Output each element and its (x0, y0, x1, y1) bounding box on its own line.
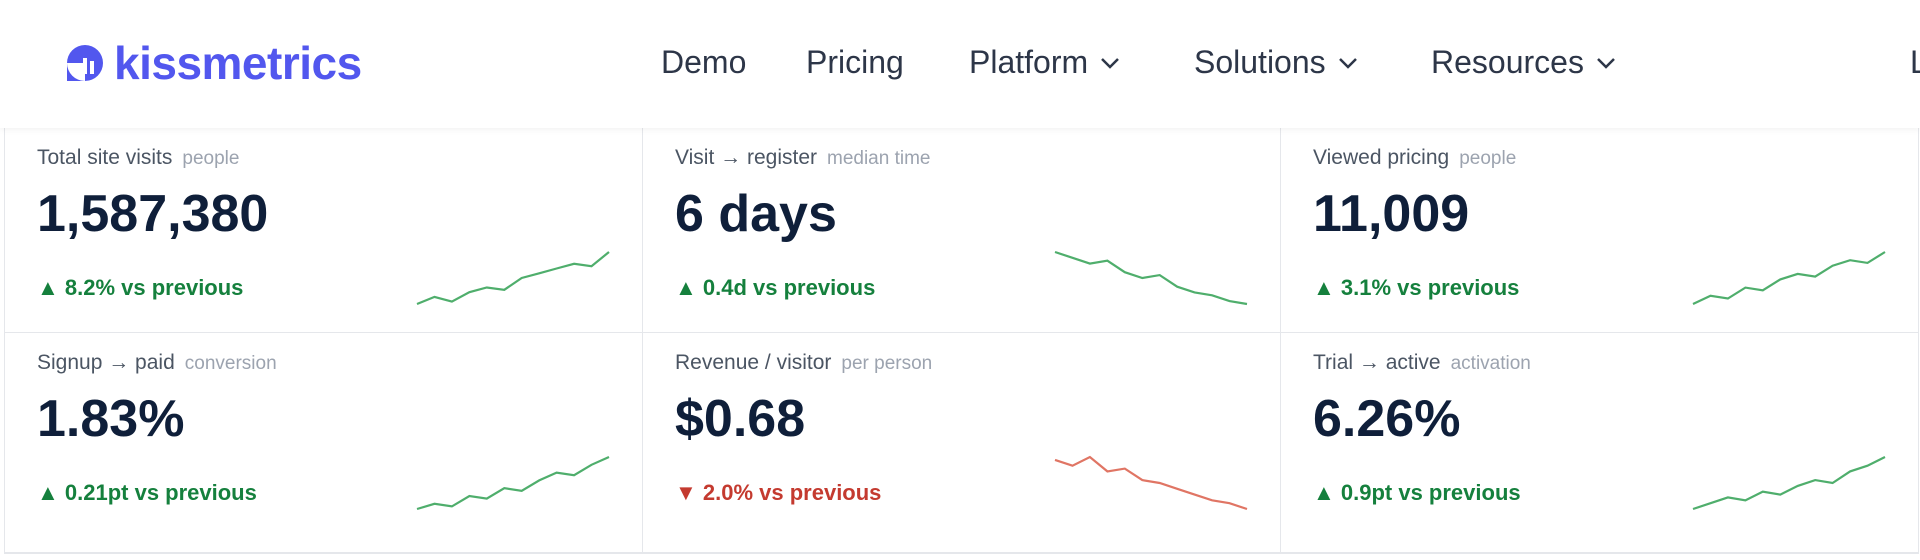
metric-delta: ▼ 2.0% vs previous (675, 480, 882, 505)
brand-icon (67, 45, 103, 81)
metric-label-text: Trial → active (1313, 351, 1441, 374)
metric-label: Revenue / visitor per person (675, 351, 932, 375)
nav-link[interactable]: Demo (661, 44, 746, 81)
metrics-grid: Total site visits people 1,587,380 ▲ 8.2% v… (4, 128, 1919, 554)
metric-sublabel: activation (1450, 353, 1531, 374)
metric-label: Viewed pricing people (1313, 146, 1516, 170)
metric-card: Total site visits people 1,587,380 ▲ 8.2% v… (5, 128, 643, 333)
nav-link-text: Solutions (1194, 44, 1326, 80)
metric-label: Signup → paid conversion (37, 351, 277, 375)
nav-link[interactable]: L (1910, 44, 1920, 80)
sparkline (1692, 456, 1886, 511)
brand-name: kissmetrics (114, 37, 362, 89)
sparkline-line (416, 251, 610, 306)
metric-sublabel: conversion (184, 353, 277, 374)
sparkline (1054, 250, 1248, 306)
metric-value: 6 days (675, 185, 837, 243)
metric-label-text: Revenue / visitor (675, 351, 832, 374)
nav-link[interactable]: Platform (969, 44, 1120, 81)
sparkline-line (1054, 250, 1248, 306)
metric-sublabel: people (1459, 148, 1517, 169)
metric-sublabel: median time (827, 148, 931, 169)
metric-label: Total site visits people (37, 146, 239, 170)
metric-label-text: Signup → paid (37, 351, 175, 374)
metric-label-text: Visit → register (675, 146, 817, 169)
nav-link[interactable]: Pricing (806, 44, 904, 81)
metric-card: Viewed pricing people 11,009 ▲ 3.1% vs prev… (1281, 128, 1919, 333)
sparkline-line (1692, 456, 1886, 511)
metric-delta: ▲ 3.1% vs previous (1313, 275, 1520, 300)
navbar: kissmetrics Demo Pricing Platform Solutions… (0, 0, 1920, 128)
metric-label-text: Total site visits (37, 146, 173, 169)
metric-label-text: Viewed pricing (1313, 146, 1450, 169)
metric-sublabel: per person (841, 353, 933, 374)
metric-value: 11,009 (1313, 185, 1470, 243)
metric-card: Signup → paid conversion 1.83% ▲ 0.21pt vs … (5, 333, 643, 553)
metric-card: Trial → active activation 6.26% ▲ 0.9pt vs … (1281, 333, 1919, 553)
nav-link-text: Resources (1431, 44, 1584, 80)
nav-link-text: Demo (661, 44, 747, 80)
metric-card: Revenue / visitor per person $0.68 ▼ 2.0% v… (643, 333, 1281, 553)
metric-value: 1.83% (37, 390, 185, 448)
metric-value: 1,587,380 (37, 185, 269, 243)
chevron-path (1597, 57, 1615, 69)
sparkline (416, 251, 610, 306)
metric-delta: ▲ 0.4d vs previous (675, 275, 876, 300)
sparkline (416, 455, 610, 511)
metric-label: Trial → active activation (1313, 351, 1531, 375)
metric-delta: ▲ 0.9pt vs previous (1313, 480, 1521, 505)
metric-delta: ▲ 0.21pt vs previous (37, 480, 257, 505)
sparkline-line (1054, 455, 1248, 511)
nav-link-text: Platform (969, 44, 1089, 80)
metric-label: Visit → register median time (675, 146, 931, 170)
chevron (1597, 57, 1615, 69)
sparkline (1054, 455, 1248, 511)
nav-link-text: Pricing (806, 44, 904, 80)
metric-card: Visit → register median time 6 days ▲ 0.4d … (643, 128, 1281, 333)
nav-link[interactable]: Solutions (1194, 44, 1358, 81)
metric-sublabel: people (182, 148, 240, 169)
chevron-path (1101, 57, 1120, 69)
chevron-path (1338, 57, 1357, 69)
sparkline (1692, 251, 1886, 305)
chevron (1101, 57, 1120, 69)
sparkline-line (416, 455, 610, 511)
sparkline-line (1692, 251, 1886, 305)
nav-link[interactable]: Resources (1431, 44, 1616, 81)
metric-value: 6.26% (1313, 390, 1461, 448)
chevron (1338, 57, 1357, 69)
brand[interactable]: kissmetrics (64, 36, 362, 90)
metric-delta: ▲ 8.2% vs previous (37, 275, 244, 300)
metric-value: $0.68 (675, 390, 806, 448)
